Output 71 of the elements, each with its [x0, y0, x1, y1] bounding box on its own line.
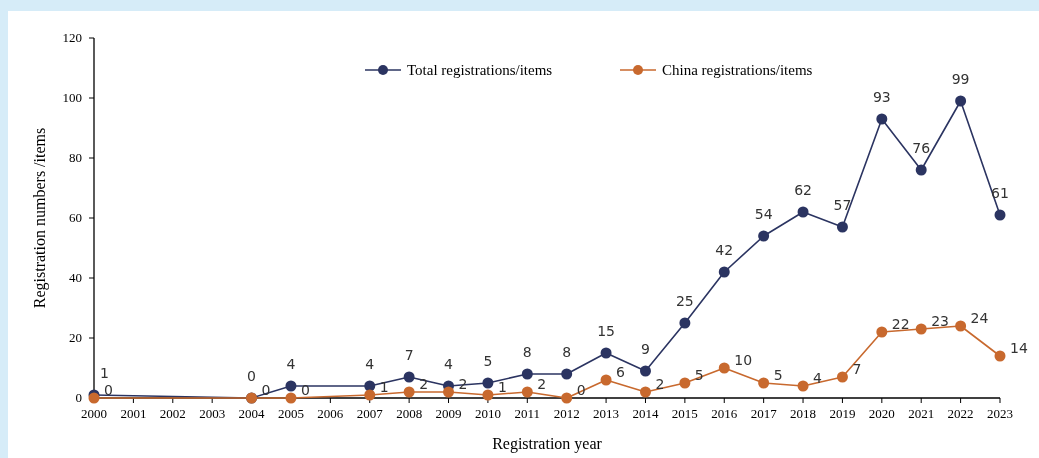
x-tick-label: 2014 [632, 406, 659, 421]
data-label: 1 [497, 379, 507, 395]
data-label: 1 [379, 379, 389, 395]
x-tick-label: 2017 [750, 406, 778, 421]
x-tick-label: 2004 [238, 406, 266, 421]
y-tick-label: 120 [62, 30, 82, 45]
data-label: 0 [104, 382, 113, 398]
data-label: 4 [813, 370, 823, 386]
data-label: 8 [522, 344, 532, 360]
x-tick-label: 2018 [790, 406, 817, 421]
y-tick-label: 0 [75, 390, 82, 405]
data-label: 4 [286, 356, 296, 372]
x-tick-label: 2008 [396, 406, 423, 421]
x-tick-label: 2022 [947, 406, 974, 421]
data-label: 25 [675, 293, 694, 309]
x-tick-label: 2002 [159, 406, 186, 421]
legend-label: Total registrations/items [407, 62, 553, 78]
data-label: 5 [483, 353, 493, 369]
x-tick-label: 2010 [474, 406, 501, 421]
data-label: 4 [365, 356, 375, 372]
x-tick-label: 2005 [277, 406, 304, 421]
data-label: 99 [951, 71, 970, 87]
data-label: 62 [794, 182, 812, 198]
data-label: 22 [891, 316, 910, 332]
data-label: 10 [734, 352, 753, 368]
data-label: 2 [655, 376, 665, 392]
x-tick-label: 2011 [514, 406, 541, 421]
data-label: 7 [852, 361, 862, 377]
y-tick-label: 100 [62, 90, 82, 105]
data-label: 54 [754, 206, 773, 222]
legend-label: China registrations/items [662, 62, 813, 78]
data-label: 7 [404, 347, 414, 363]
x-tick-label: 2016 [711, 406, 738, 421]
data-label: 93 [872, 89, 891, 105]
data-label: 5 [773, 367, 783, 383]
y-axis-title: Registration numbers /items [31, 127, 49, 309]
data-label: 23 [931, 313, 950, 329]
x-tick-label: 2000 [81, 406, 107, 421]
data-label: 8 [562, 344, 572, 360]
x-tick-label: 2007 [356, 406, 384, 421]
data-label: 61 [991, 185, 1009, 201]
data-label: 6 [616, 364, 626, 380]
data-label: 4 [444, 356, 454, 372]
data-label: 14 [1010, 340, 1028, 356]
x-tick-label: 2021 [908, 406, 935, 421]
x-tick-label: 2012 [553, 406, 580, 421]
data-label: 57 [833, 197, 852, 213]
data-label: 2 [419, 376, 429, 392]
data-label: 15 [597, 323, 615, 339]
data-label: 76 [912, 140, 931, 156]
x-tick-label: 2019 [829, 406, 856, 421]
y-tick-label: 80 [69, 150, 82, 165]
y-tick-label: 20 [69, 330, 82, 345]
x-tick-label: 2013 [593, 406, 620, 421]
data-label: 24 [970, 310, 989, 326]
data-label: 0 [247, 368, 257, 384]
x-tick-label: 2015 [671, 406, 698, 421]
data-label: 42 [715, 242, 734, 258]
y-tick-label: 60 [69, 210, 82, 225]
y-tick-label: 40 [69, 270, 82, 285]
x-tick-label: 2023 [987, 406, 1013, 421]
x-tick-label: 2006 [317, 406, 344, 421]
x-tick-label: 2020 [868, 406, 895, 421]
x-tick-label: 2009 [435, 406, 462, 421]
x-tick-label: 2003 [199, 406, 226, 421]
data-label: 0 [300, 382, 310, 398]
x-tick-label: 2001 [120, 406, 147, 421]
data-label: 1 [100, 365, 109, 381]
data-label: 2 [537, 376, 547, 392]
x-axis-title: Registration year [492, 435, 603, 453]
data-label: 9 [641, 341, 650, 357]
